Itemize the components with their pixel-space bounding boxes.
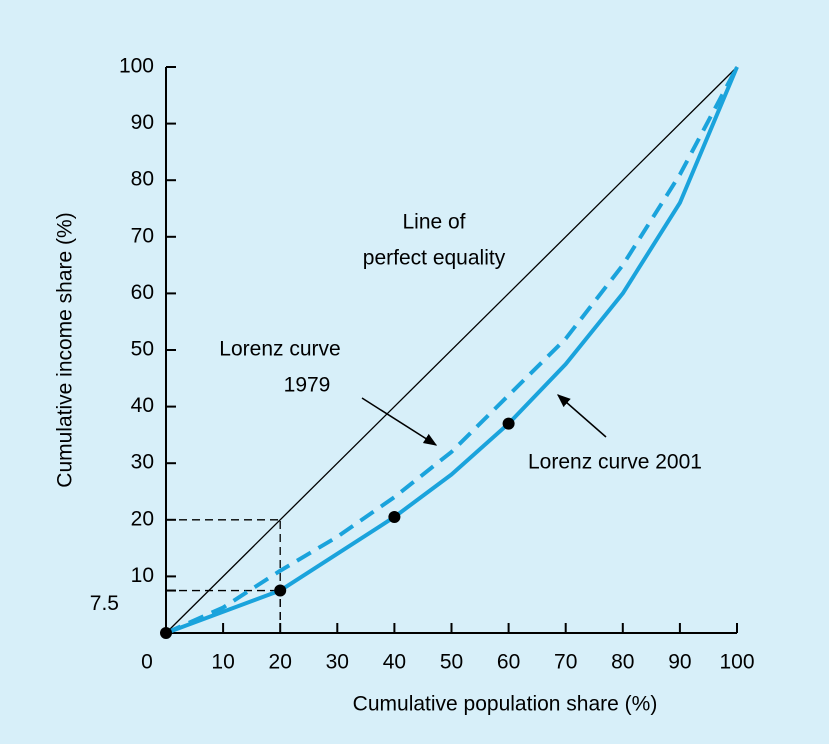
x-tick-label: 60	[497, 651, 520, 674]
x-tick-label: 30	[326, 651, 349, 674]
x-tick-label: 100	[719, 651, 754, 674]
arrow	[556, 394, 607, 438]
x-tick-label: 0	[141, 651, 153, 674]
x-axis-label: Cumulative population share (%)	[353, 693, 658, 716]
y-tick-label: 10	[131, 564, 154, 587]
line-series	[165, 66, 739, 635]
x-tick-label: 90	[668, 651, 691, 674]
point	[160, 627, 172, 639]
annotation: Line of	[402, 211, 465, 234]
x-tick-label: 20	[269, 651, 292, 674]
arrow	[361, 397, 438, 446]
y-tick-label: 60	[131, 281, 154, 304]
annotation: Lorenz curve 2001	[528, 451, 702, 474]
y-tick-label: 50	[131, 338, 154, 361]
y-axis-label: Cumulative income share (%)	[54, 212, 77, 487]
x-tick-label: 50	[440, 651, 463, 674]
annotation: perfect equality	[363, 247, 506, 270]
y-tick-label: 7.5	[90, 592, 119, 615]
y-tick-label: 90	[131, 111, 154, 134]
y-tick-label: 40	[131, 394, 154, 417]
y-tick-label: 80	[131, 168, 154, 191]
y-tick-label: 30	[131, 451, 154, 474]
y-tick-label: 70	[131, 224, 154, 247]
point	[502, 417, 515, 430]
y-tick-label: 100	[119, 55, 154, 78]
annotation: Lorenz curve	[219, 338, 340, 361]
x-tick-label: 40	[383, 651, 406, 674]
x-tick-label: 80	[611, 651, 634, 674]
x-tick-label: 10	[211, 651, 234, 674]
point	[274, 584, 287, 597]
point	[388, 510, 401, 523]
y-tick-label: 20	[131, 507, 154, 530]
x-tick-label: 70	[554, 651, 577, 674]
line-series	[165, 66, 738, 634]
annotation: 1979	[284, 374, 331, 397]
